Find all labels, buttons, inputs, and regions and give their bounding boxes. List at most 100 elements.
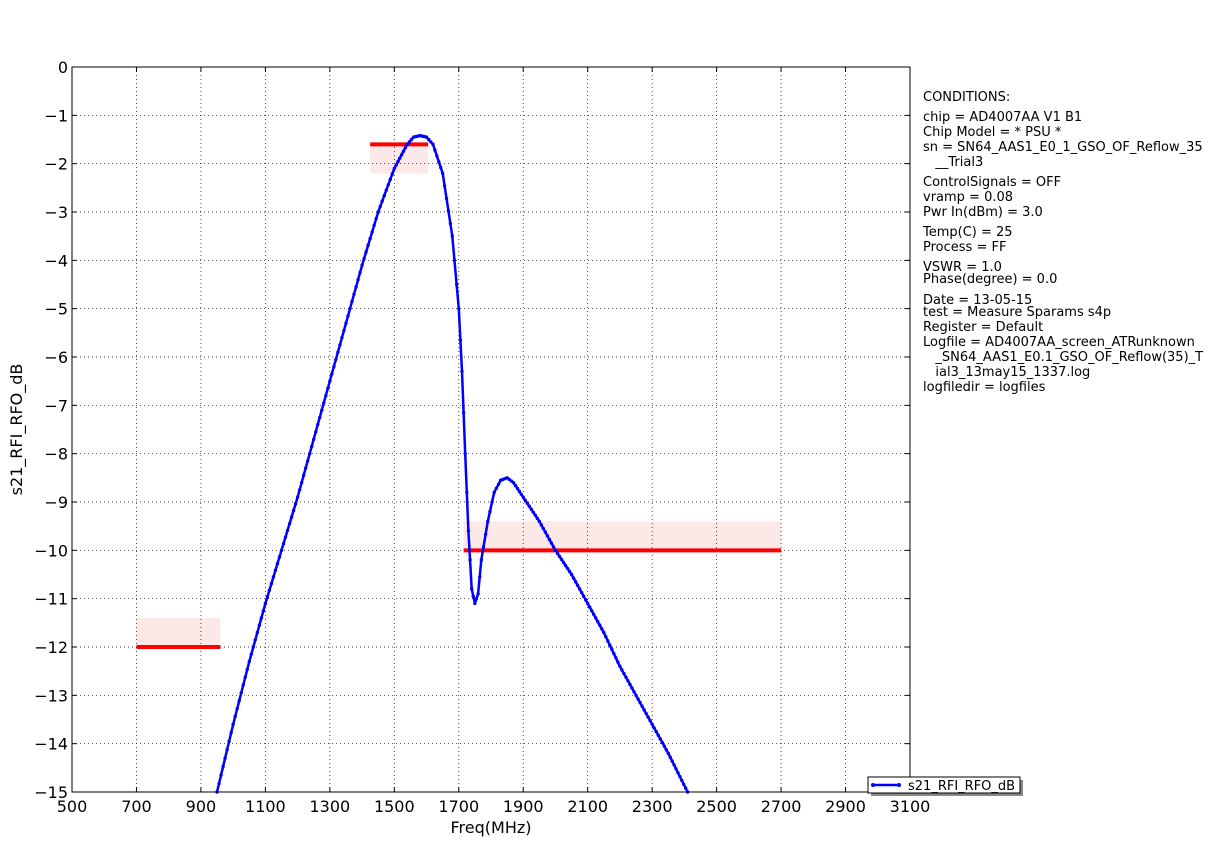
- y-tick-label: −12: [34, 638, 68, 657]
- conditions-panel: CONDITIONS: chip = AD4007AA V1 B1 Chip Mod…: [923, 90, 1203, 395]
- data-point: [616, 660, 620, 664]
- condition-line: Phase(degree) = 0.0: [923, 272, 1058, 287]
- condition-line: Register = Default: [923, 320, 1044, 335]
- data-point: [263, 601, 268, 606]
- data-point: [301, 473, 306, 478]
- data-point: [442, 184, 447, 188]
- data-point: [285, 528, 290, 533]
- data-point: [492, 490, 496, 495]
- data-point: [253, 638, 258, 642]
- data-point: [394, 163, 398, 167]
- data-point: [405, 142, 409, 147]
- data-point: [267, 588, 272, 592]
- condition-line: logfiledir = logfiles: [923, 380, 1046, 395]
- data-point: [674, 767, 678, 771]
- data-point: [279, 548, 284, 553]
- data-point: [450, 234, 455, 238]
- data-point: [376, 210, 380, 214]
- data-point: [350, 299, 354, 304]
- data-point: [666, 751, 670, 756]
- data-point: [265, 595, 270, 599]
- data-point: [291, 508, 296, 513]
- data-point: [424, 135, 429, 139]
- data-point: [557, 554, 562, 559]
- data-point: [283, 535, 288, 539]
- data-point: [618, 664, 622, 669]
- data-point: [452, 258, 457, 263]
- condition-line: __Trial3: [923, 155, 984, 170]
- data-point: [330, 372, 334, 376]
- condition-line: sn = SN64_AAS1_E0_1_GSO_OF_Reflow_35: [923, 140, 1203, 155]
- data-point: [448, 221, 453, 226]
- x-tick-label: 500: [57, 797, 88, 816]
- data-point: [634, 693, 638, 698]
- data-point: [303, 466, 308, 470]
- condition-line: Logfile = AD4007AA_screen_ATRunknown: [923, 335, 1195, 350]
- data-point: [245, 667, 249, 672]
- data-point: [364, 250, 368, 254]
- data-point: [219, 773, 223, 777]
- data-point: [602, 630, 606, 635]
- data-point: [332, 364, 336, 369]
- data-point: [676, 770, 680, 775]
- legend-box: [867, 776, 1021, 794]
- data-point: [559, 557, 564, 562]
- condition-line: Temp(C) = 25: [923, 225, 1013, 240]
- data-point: [322, 401, 326, 405]
- data-point: [231, 722, 235, 727]
- data-point: [356, 277, 360, 282]
- data-point: [606, 639, 610, 643]
- data-point: [468, 558, 472, 562]
- data-point: [249, 652, 253, 656]
- data-point: [227, 739, 231, 743]
- data-point: [496, 482, 501, 486]
- data-point: [632, 690, 636, 694]
- data-point: [622, 671, 626, 676]
- condition-line: VSWR = 1.0: [923, 260, 1002, 275]
- data-point: [471, 594, 475, 598]
- x-tick-label: 900: [186, 797, 217, 816]
- data-point: [223, 756, 227, 760]
- data-point: [555, 551, 560, 556]
- x-tick-label: 2900: [825, 797, 866, 816]
- y-tick-label: −1: [44, 106, 68, 125]
- data-point: [399, 152, 404, 157]
- x-tick-label: 3100: [890, 797, 931, 816]
- data-point: [672, 763, 676, 767]
- data-point: [346, 314, 350, 318]
- condition-line: test = Measure Sparams s4p: [923, 305, 1112, 320]
- data-point: [592, 612, 596, 617]
- data-point: [486, 519, 490, 524]
- legend: s21_RFI_RFO_dB: [867, 776, 1023, 796]
- data-point: [640, 704, 644, 708]
- data-point: [541, 526, 546, 531]
- data-point: [527, 504, 531, 508]
- data-point: [384, 188, 388, 192]
- data-point: [664, 748, 668, 752]
- data-point: [372, 223, 376, 227]
- data-point: [630, 686, 634, 690]
- data-point: [239, 691, 243, 695]
- data-point: [312, 437, 316, 441]
- data-point: [293, 502, 298, 506]
- data-point: [247, 659, 251, 664]
- data-point: [469, 587, 474, 591]
- legend-marker: [897, 783, 901, 787]
- data-point: [235, 706, 239, 711]
- data-point: [336, 350, 340, 354]
- data-point: [547, 537, 552, 542]
- data-point: [370, 230, 374, 234]
- data-point: [386, 183, 390, 187]
- data-point: [368, 236, 372, 241]
- data-point: [537, 519, 542, 524]
- data-point: [366, 243, 370, 247]
- data-point: [354, 285, 358, 289]
- x-tick-label: 1500: [374, 797, 415, 816]
- data-point: [545, 534, 550, 538]
- data-point: [380, 199, 384, 203]
- data-point: [401, 149, 406, 153]
- data-point: [273, 568, 278, 572]
- data-point: [515, 486, 520, 491]
- data-point: [460, 369, 464, 374]
